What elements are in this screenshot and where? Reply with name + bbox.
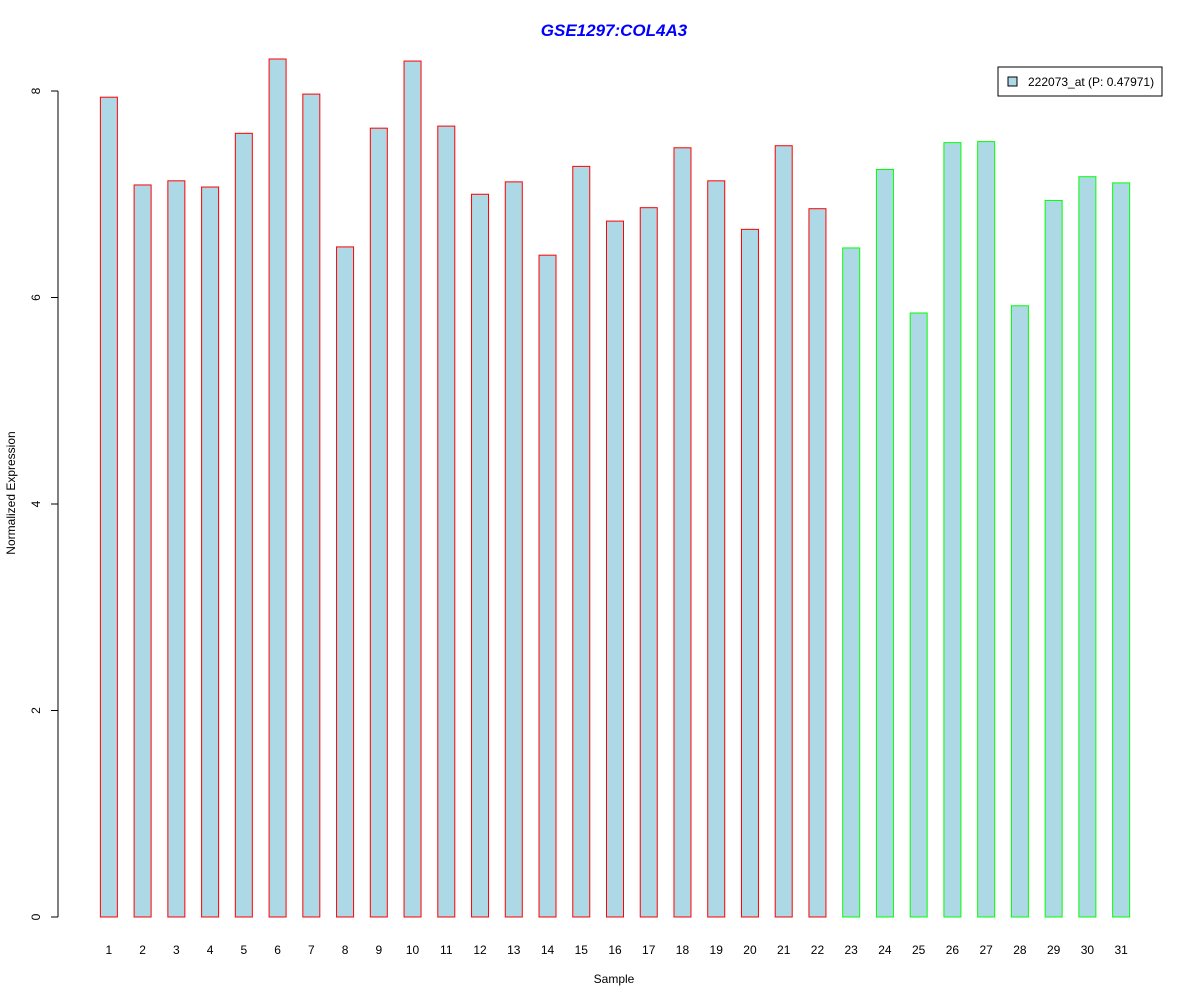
bar-sample-27 — [977, 141, 996, 918]
x-tick-label: 14 — [541, 943, 555, 957]
bar-sample-11 — [437, 125, 456, 918]
bar-sample-16 — [606, 220, 624, 918]
bar-sample-22 — [808, 208, 827, 918]
x-tick-label: 30 — [1081, 943, 1095, 957]
bar-sample-17 — [639, 207, 658, 918]
x-tick-label: 20 — [743, 943, 757, 957]
x-tick-label: 2 — [139, 943, 146, 957]
x-tick-label: 23 — [845, 943, 859, 957]
bar-sample-4 — [201, 186, 220, 918]
x-axis-label: Sample — [594, 972, 635, 986]
y-tick-label: 6 — [29, 294, 43, 301]
y-axis-label: Normalized Expression — [4, 431, 18, 554]
bar-sample-21 — [774, 145, 793, 918]
x-tick-label: 8 — [342, 943, 349, 957]
x-tick-label: 16 — [608, 943, 622, 957]
chart-title: GSE1297:COL4A3 — [541, 21, 688, 40]
bar-sample-3 — [167, 180, 186, 918]
x-tick-label: 13 — [507, 943, 521, 957]
bar-sample-9 — [369, 127, 388, 918]
x-tick-labels: 1 2 3 4 5 6 7 8 9 10 11 12 13 14 15 16 17 18 19 20 21 22 23 24 2… — [106, 943, 1129, 957]
bar-sample-10 — [403, 60, 422, 918]
x-tick-label: 9 — [375, 943, 382, 957]
bar-sample-24 — [875, 168, 894, 918]
x-tick-label: 29 — [1047, 943, 1061, 957]
x-tick-label: 4 — [207, 943, 214, 957]
bar-sample-1 — [99, 96, 118, 918]
x-tick-label: 22 — [811, 943, 825, 957]
x-tick-label: 21 — [777, 943, 791, 957]
x-tick-label: 15 — [575, 943, 589, 957]
x-tick-label: 17 — [642, 943, 656, 957]
bar-sample-28 — [1010, 305, 1029, 918]
bar-sample-18 — [673, 147, 692, 918]
bar-sample-25 — [909, 312, 928, 918]
bar-sample-29 — [1044, 199, 1063, 918]
x-tick-label: 10 — [406, 943, 420, 957]
bar-sample-5 — [234, 132, 253, 918]
y-tick-label: 0 — [29, 913, 43, 920]
x-tick-label: 31 — [1114, 943, 1128, 957]
bar-sample-26 — [943, 142, 962, 918]
bar-sample-8 — [336, 246, 355, 918]
bar-sample-7 — [302, 93, 321, 918]
bar-sample-30 — [1078, 176, 1097, 918]
bars-group — [99, 58, 1131, 918]
x-tick-label: 27 — [979, 943, 993, 957]
legend: 222073_at (P: 0.47971) — [997, 66, 1163, 97]
x-tick-label: 1 — [106, 943, 113, 957]
y-axis: 0 2 4 6 8 — [29, 87, 59, 920]
x-tick-label: 25 — [912, 943, 926, 957]
bar-sample-19 — [707, 180, 726, 918]
bar-sample-20 — [740, 228, 759, 918]
bar-sample-31 — [1112, 182, 1131, 918]
y-tick-label: 2 — [29, 707, 43, 714]
x-tick-label: 18 — [676, 943, 690, 957]
x-tick-label: 11 — [440, 943, 453, 957]
x-tick-label: 28 — [1013, 943, 1027, 957]
bar-sample-6 — [268, 58, 287, 918]
x-tick-label: 24 — [878, 943, 892, 957]
x-tick-label: 3 — [173, 943, 180, 957]
x-tick-label: 26 — [946, 943, 960, 957]
bar-sample-23 — [842, 247, 861, 918]
bar-sample-14 — [538, 254, 557, 918]
legend-box — [997, 66, 1163, 97]
legend-label: 222073_at (P: 0.47971) — [1028, 75, 1154, 89]
y-tick-label: 8 — [29, 87, 43, 94]
bar-sample-2 — [133, 184, 152, 918]
bar-sample-13 — [504, 181, 523, 918]
x-tick-label: 7 — [308, 943, 315, 957]
x-tick-label: 19 — [710, 943, 724, 957]
bar-sample-12 — [471, 193, 490, 918]
bar-sample-15 — [572, 165, 591, 918]
x-tick-label: 12 — [473, 943, 487, 957]
x-tick-label: 5 — [240, 943, 247, 957]
y-tick-label: 4 — [29, 500, 43, 507]
legend-swatch — [1007, 76, 1018, 87]
x-tick-label: 6 — [274, 943, 281, 957]
